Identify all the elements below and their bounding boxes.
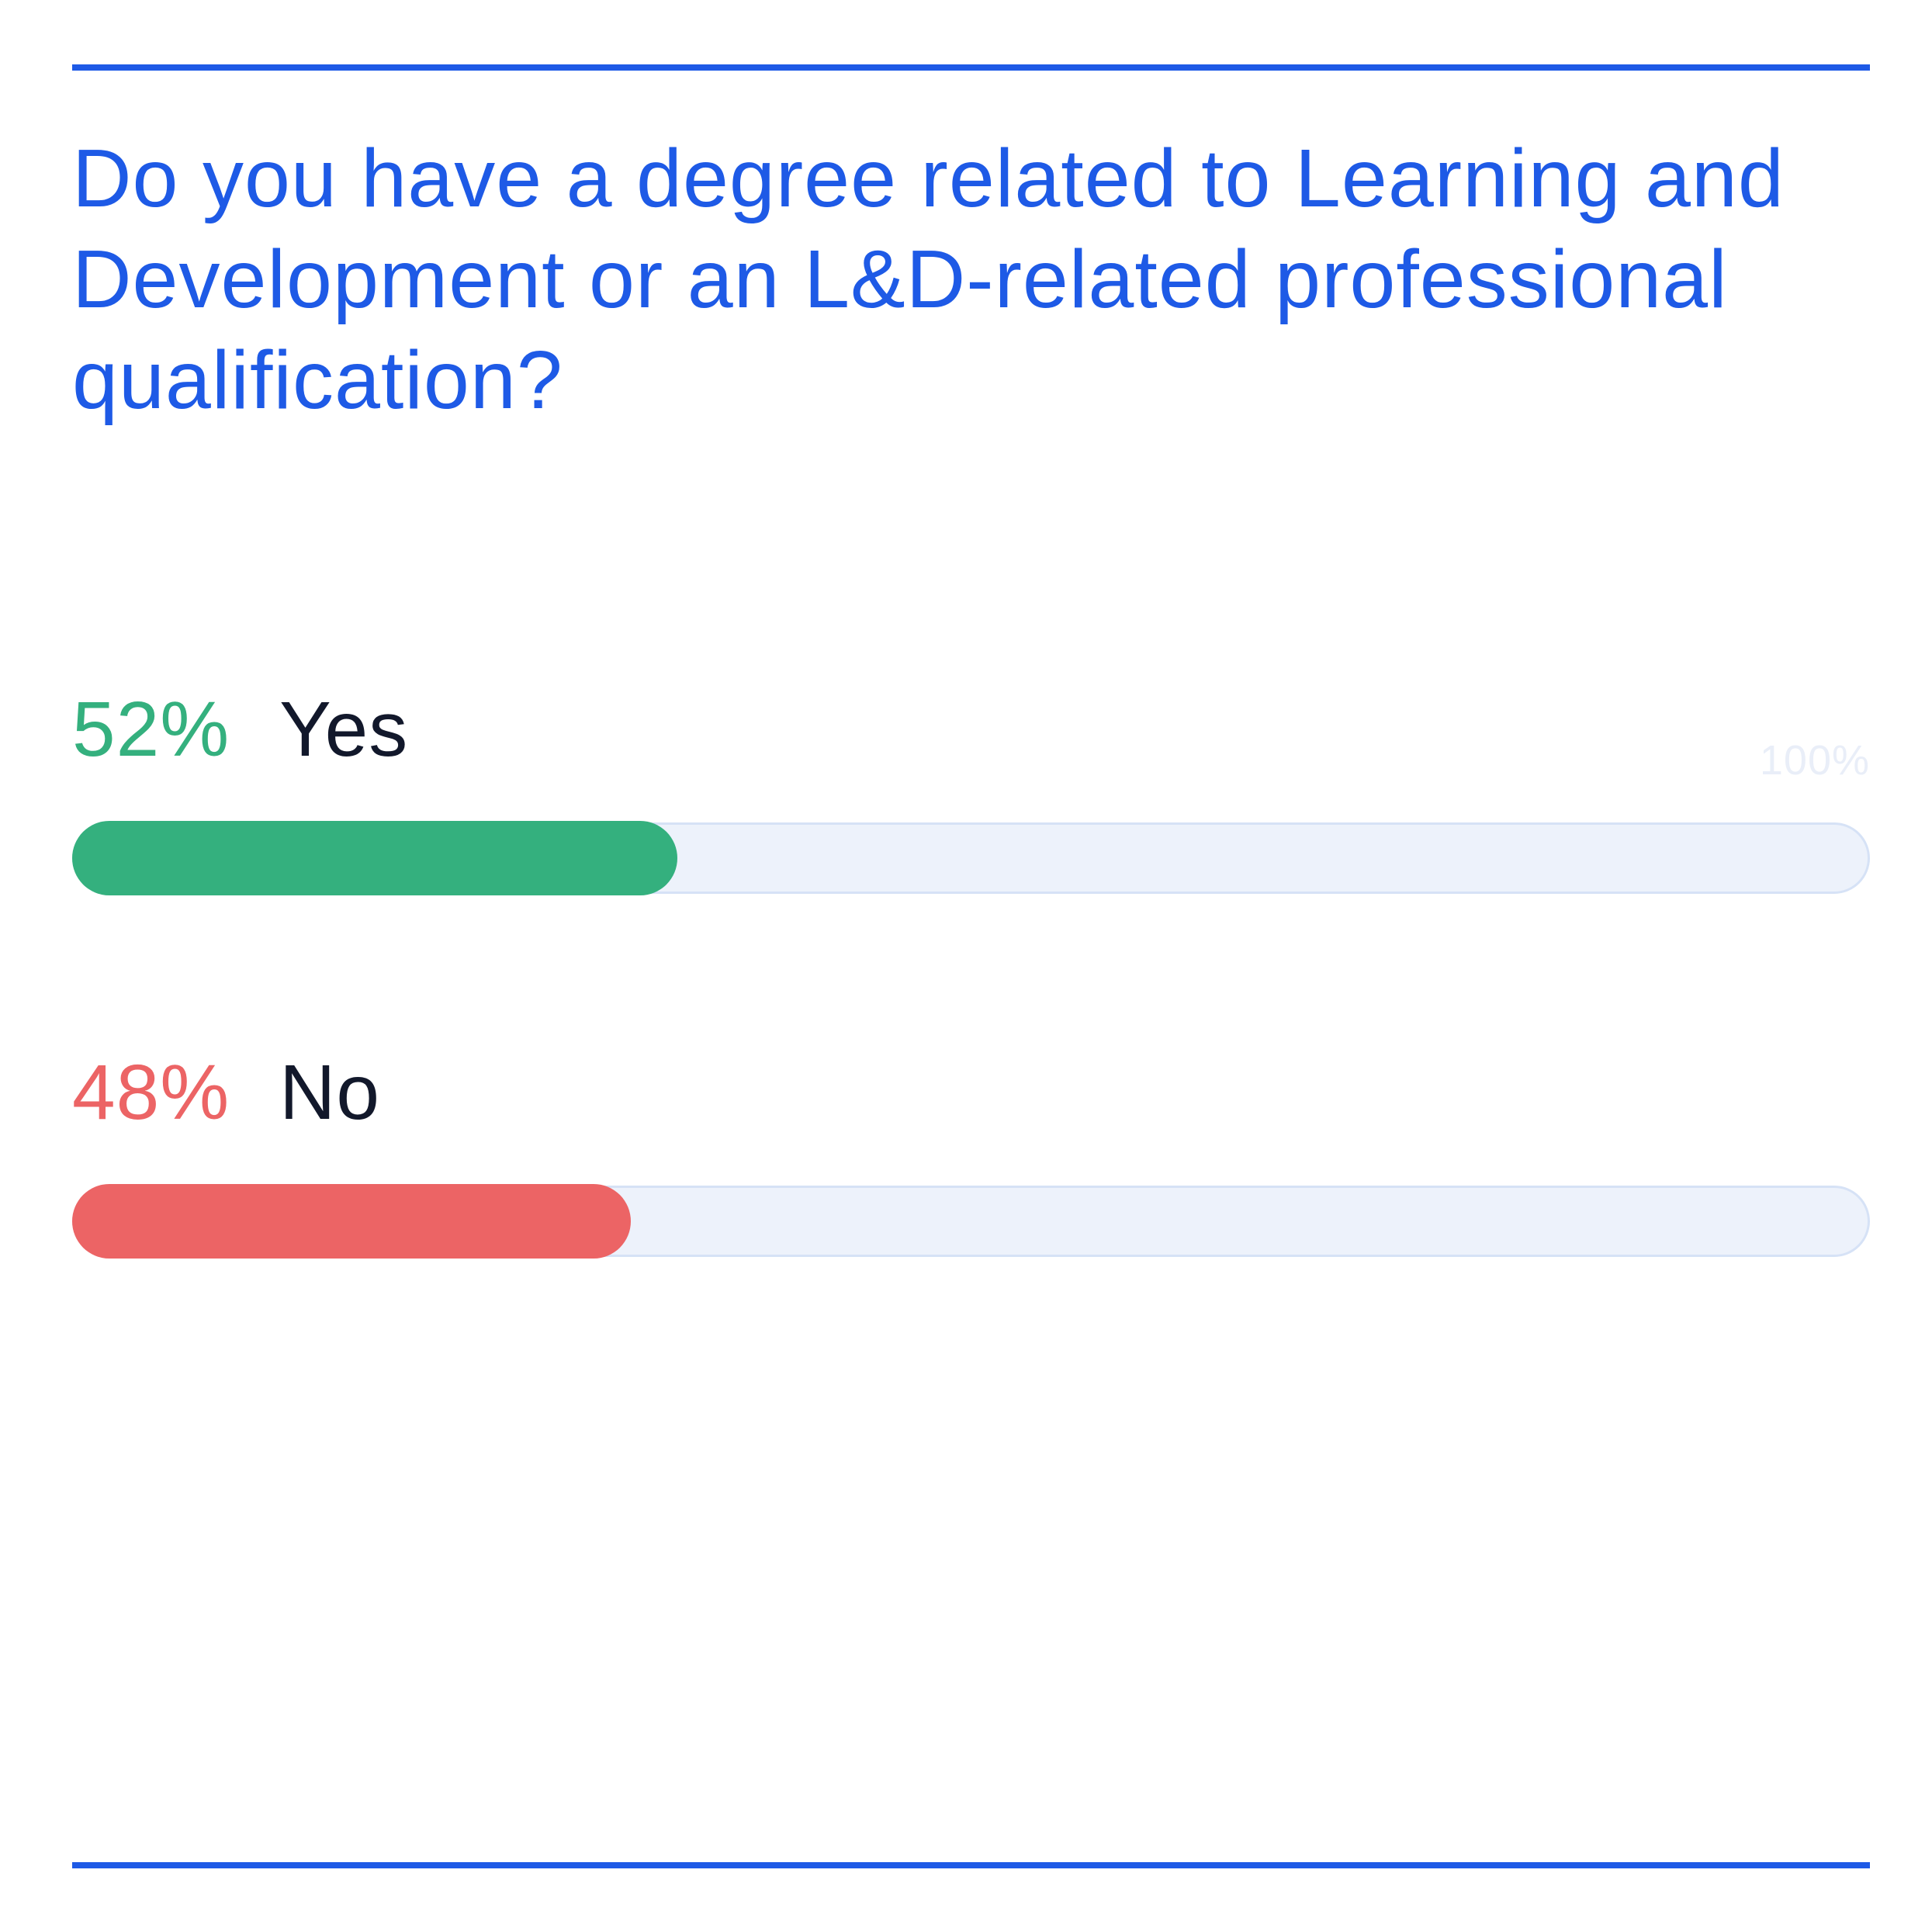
scale-max-label: 100% — [1759, 737, 1870, 784]
top-divider — [72, 64, 1870, 71]
bar-no — [72, 1184, 631, 1259]
question-title: Do you have a degree related to Learning… — [72, 133, 1785, 426]
result-row-yes: 52% Yes 100% — [72, 683, 1870, 916]
percent-label-yes: 52% — [72, 686, 230, 773]
option-label-yes: Yes — [279, 686, 409, 773]
bar-yes — [72, 821, 677, 895]
percent-label-no: 48% — [72, 1049, 230, 1136]
result-row-no: 48% No — [72, 1046, 1870, 1279]
bottom-divider — [72, 1862, 1870, 1868]
result-header-yes: 52% Yes — [72, 683, 408, 776]
option-label-no: No — [279, 1049, 380, 1136]
result-header-no: 48% No — [72, 1046, 380, 1139]
